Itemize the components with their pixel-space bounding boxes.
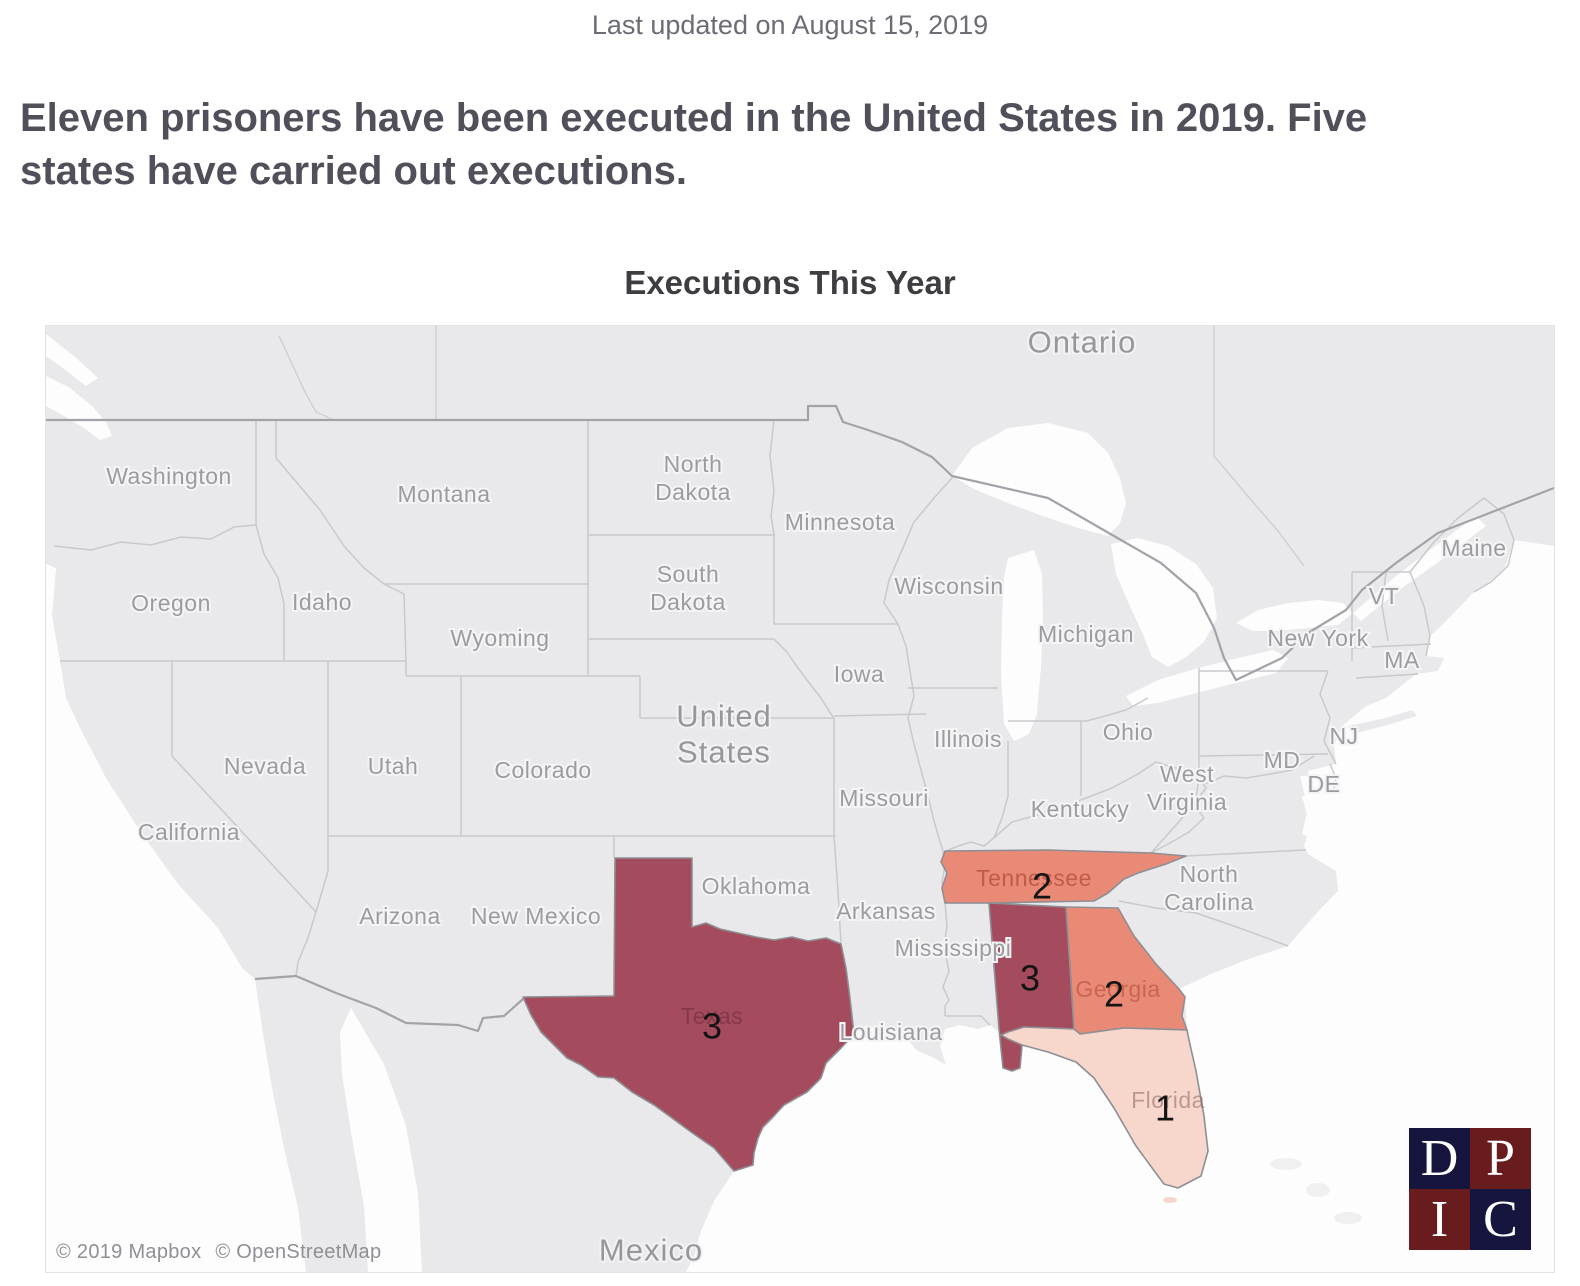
execution-count-alabama: 3 — [1020, 958, 1040, 999]
lake-erie — [1126, 650, 1288, 706]
map-label-texas: Texas — [681, 1003, 744, 1029]
lake-huron — [1111, 538, 1217, 667]
dpic-logo-tile: C — [1470, 1189, 1531, 1250]
map-label-united: United — [676, 699, 772, 734]
execution-states — [522, 849, 1209, 1203]
dpic-logo-tile: I — [1409, 1189, 1470, 1250]
map-label-virginia: Virginia — [1147, 789, 1227, 815]
long-island — [1348, 710, 1417, 734]
map-label-missouri: Missouri — [839, 785, 929, 811]
execution-count-tennessee: 2 — [1032, 866, 1052, 907]
strait-nw — [46, 334, 98, 386]
lake-michigan — [1001, 550, 1043, 741]
headline-line-2: states have carried out executions. — [20, 148, 687, 193]
province-borders — [278, 326, 1305, 567]
mapbox-attribution-link[interactable]: © 2019 Mapbox — [56, 1241, 202, 1263]
map-label-wisconsin: Wisconsin — [894, 573, 1003, 599]
map-label-wyoming: Wyoming — [450, 625, 549, 651]
map-label-oregon: Oregon — [131, 590, 211, 616]
map-label-nj: NJ — [1329, 723, 1358, 749]
map-label-carolina: Carolina — [1164, 889, 1254, 915]
dpic-logo-tile: P — [1470, 1128, 1531, 1189]
map-label-south: South — [657, 561, 720, 587]
executions-map[interactable]: Ontario United States Mexico Washington Monta… — [45, 325, 1555, 1273]
map-label-kentucky: Kentucky — [1031, 796, 1130, 822]
map-label-minnesota: Minnesota — [785, 509, 896, 535]
st-lawrence-river — [1353, 516, 1486, 621]
map-label-colorado: Colorado — [494, 757, 591, 783]
map-label-michigan: Michigan — [1038, 621, 1134, 647]
map-label-north: North — [664, 451, 723, 477]
state-tennessee[interactable] — [940, 849, 1187, 904]
map-label-arkansas: Arkansas — [836, 898, 936, 924]
execution-count-texas: 3 — [702, 1006, 722, 1047]
map-label-utah: Utah — [368, 753, 419, 779]
us-mexico-border — [254, 974, 524, 1033]
gulf-atlantic-ocean — [686, 540, 1554, 1272]
map-label-oklahoma: Oklahoma — [702, 873, 811, 899]
map-label-ohio: Ohio — [1103, 719, 1154, 745]
state-texas[interactable] — [522, 857, 855, 1172]
florida-keys — [1163, 1197, 1177, 1203]
map-label-mexico: Mexico — [599, 1233, 703, 1268]
map-label-ma: MA — [1384, 647, 1420, 673]
map-attribution: © 2019 Mapbox © OpenStreetMap — [56, 1241, 395, 1264]
state-florida[interactable] — [1000, 1026, 1209, 1189]
map-label-dakota: Dakota — [655, 479, 731, 505]
map-label-north: North — [1180, 861, 1239, 887]
map-label-maine: Maine — [1441, 535, 1506, 561]
lake-superior — [952, 423, 1126, 536]
us-canada-border — [46, 404, 1554, 682]
map-label-new-mexico: New Mexico — [471, 903, 601, 929]
last-updated-text: Last updated on August 15, 2019 — [591, 10, 989, 40]
map-label-dakota: Dakota — [650, 589, 726, 615]
bahamas-island — [1334, 1212, 1362, 1224]
map-label-mississippi: Mississippi — [895, 935, 1012, 961]
map-label-vt: VT — [1369, 583, 1399, 609]
page-headline: Eleven prisoners have been executed in t… — [20, 92, 1565, 198]
headline-line-1: Eleven prisoners have been executed in t… — [20, 96, 1368, 140]
dpic-logo: D P I C — [1409, 1128, 1531, 1250]
bahamas-island — [1306, 1183, 1330, 1197]
country-borders — [46, 404, 1554, 1033]
map-label-florida: Florida — [1131, 1087, 1205, 1113]
map-label-md: MD — [1264, 747, 1301, 773]
ocean-layer — [46, 334, 1554, 1272]
execution-count-georgia: 2 — [1104, 974, 1124, 1015]
execution-count-layer: 3 3 2 2 1 — [702, 866, 1175, 1129]
map-label-nevada: Nevada — [224, 753, 306, 779]
map-title: Executions This Year — [624, 264, 956, 301]
island-layer — [1270, 710, 1417, 1224]
map-label-new-york: New York — [1267, 625, 1368, 651]
map-label-louisiana: Louisiana — [840, 1019, 943, 1045]
chesapeake-bay — [1300, 776, 1318, 838]
map-label-states: States — [677, 735, 771, 770]
map-label-illinois: Illinois — [934, 726, 1002, 752]
map-label-iowa: Iowa — [834, 661, 885, 687]
map-label-west: West — [1160, 761, 1214, 787]
execution-count-florida: 1 — [1155, 1088, 1175, 1129]
map-label-california: California — [138, 819, 240, 845]
puget-sound — [46, 376, 112, 440]
dpic-logo-tile: D — [1409, 1128, 1470, 1189]
map-label-ontario: Ontario — [1028, 326, 1137, 360]
osm-attribution-link[interactable]: © OpenStreetMap — [215, 1241, 382, 1263]
map-label-tennessee: Tennessee — [976, 865, 1092, 891]
bahamas-island — [1270, 1158, 1302, 1170]
map-label-montana: Montana — [397, 481, 490, 507]
map-label-arizona: Arizona — [359, 903, 440, 929]
map-label-idaho: Idaho — [292, 589, 352, 615]
pacific-ocean — [46, 564, 306, 1272]
gulf-of-california — [340, 1008, 422, 1272]
map-label-washington: Washington — [106, 463, 232, 489]
map-label-georgia: Georgia — [1075, 976, 1160, 1002]
map-label-de: DE — [1308, 771, 1341, 797]
state-borders — [53, 419, 1515, 1026]
